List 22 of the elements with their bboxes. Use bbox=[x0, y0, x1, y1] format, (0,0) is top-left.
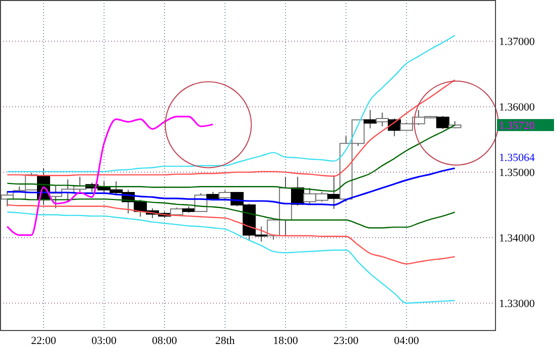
y-tick-label: 1.37000 bbox=[499, 36, 536, 48]
x-tick-label: 23:00 bbox=[333, 335, 360, 347]
x-tick-label: 22:00 bbox=[31, 335, 57, 347]
line-series bbox=[6, 167, 456, 206]
x-tick-label: 04:00 bbox=[394, 335, 420, 347]
candlestick bbox=[436, 115, 450, 130]
y-tick-label: 1.35000 bbox=[499, 167, 536, 180]
candlestick bbox=[376, 112, 389, 127]
x-tick-label: 08:00 bbox=[152, 335, 178, 347]
line-series bbox=[6, 116, 214, 236]
y-tick-label: 1.34000 bbox=[499, 232, 536, 245]
line-series bbox=[6, 212, 456, 304]
y-tick-label: 1.33000 bbox=[499, 298, 536, 310]
text: 1.35064 bbox=[499, 152, 536, 164]
x-tick-label: 03:00 bbox=[92, 335, 118, 347]
x-tick-label: 28th bbox=[215, 335, 236, 347]
y-tick-label: 1.36000 bbox=[499, 102, 536, 114]
line-series bbox=[6, 79, 456, 177]
line-series bbox=[6, 34, 456, 172]
x-tick-label: 18:00 bbox=[272, 335, 299, 347]
text: 1.35720 bbox=[499, 120, 536, 132]
candlestick bbox=[327, 174, 340, 210]
